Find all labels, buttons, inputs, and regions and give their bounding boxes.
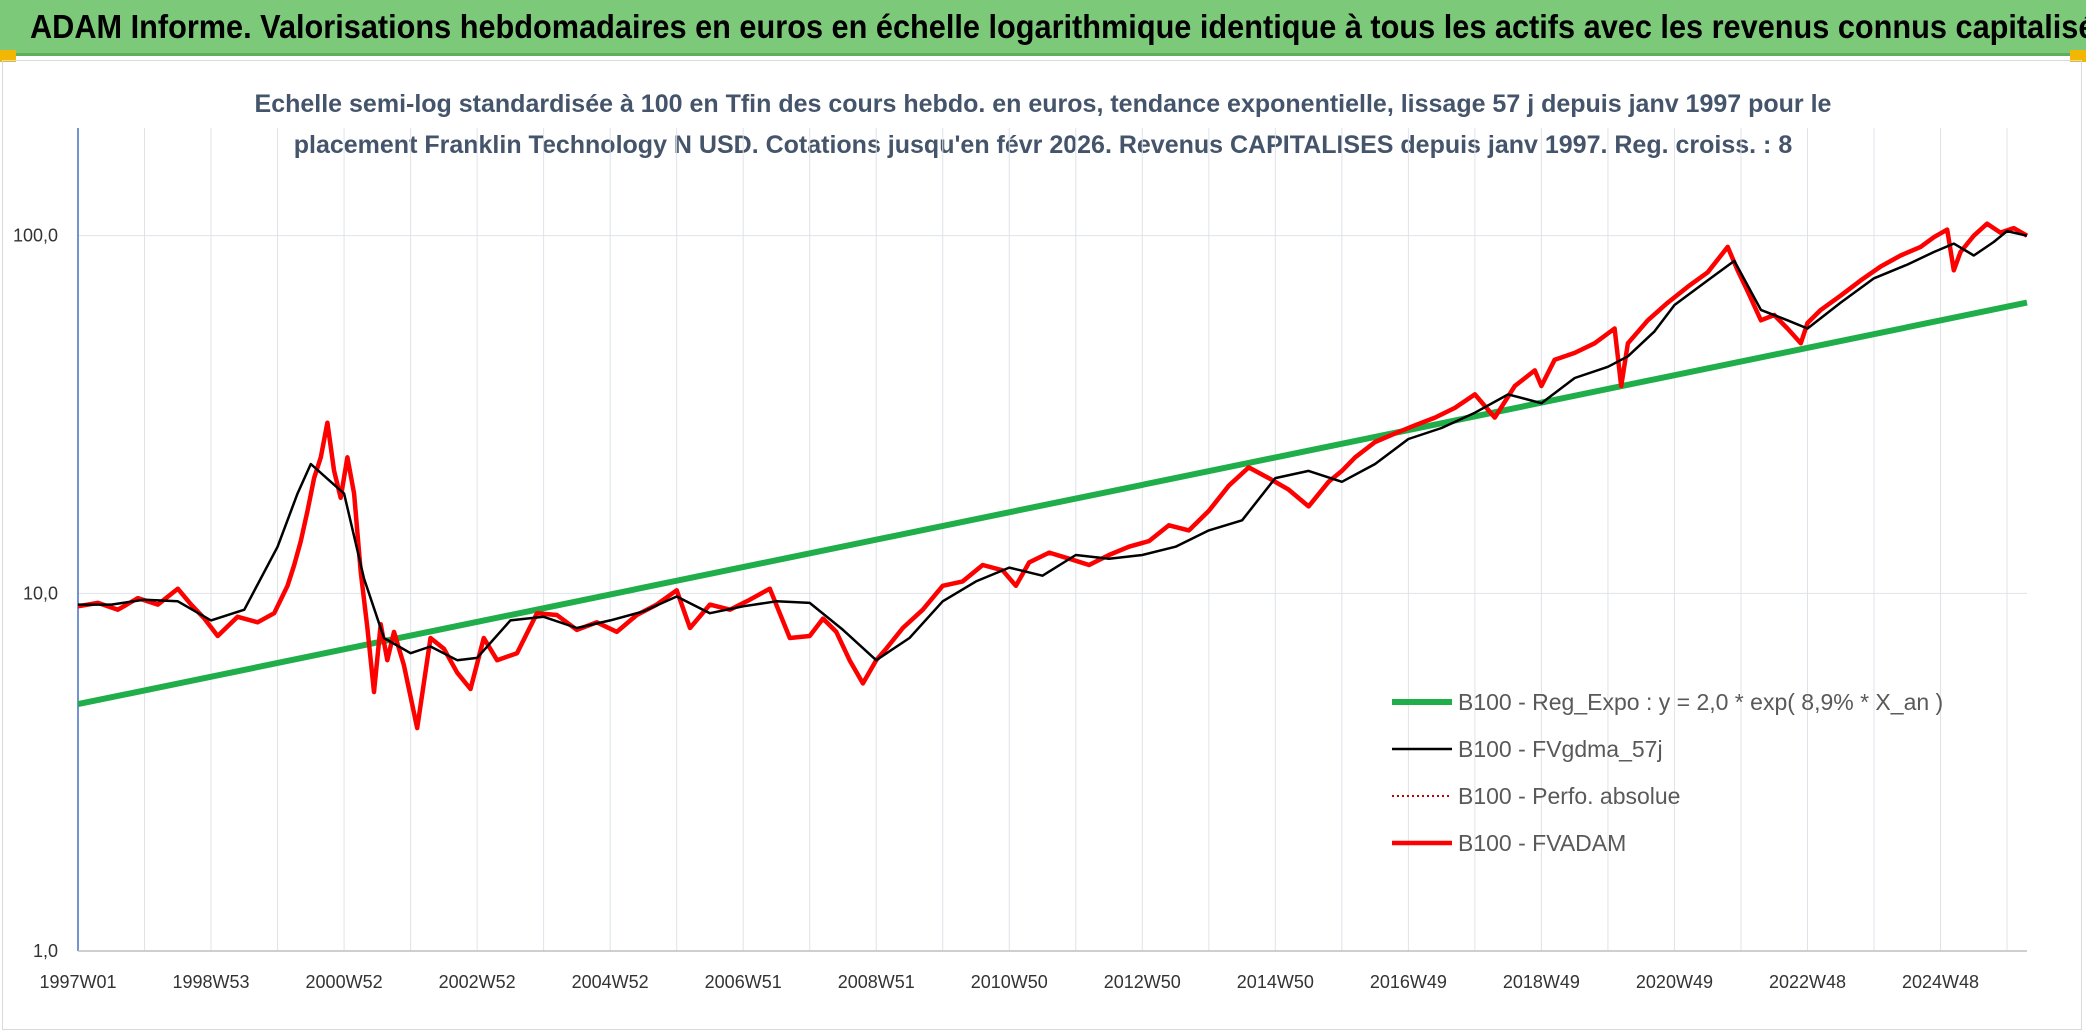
legend-label: B100 - Reg_Expo : y = 2,0 * exp( 8,9% * … <box>1458 689 1943 715</box>
legend-label: B100 - Perfo. absolue <box>1458 783 1680 809</box>
series-fvgdma-line <box>78 229 2028 662</box>
series-fvadam-line <box>77 221 2029 731</box>
corner-marker-right <box>2070 50 2086 62</box>
x-tick-label: 1997W01 <box>39 972 116 992</box>
legend: B100 - Reg_Expo : y = 2,0 * exp( 8,9% * … <box>1392 689 1943 856</box>
x-tick-label: 2010W50 <box>971 972 1048 992</box>
x-tick-label: 1998W53 <box>173 972 250 992</box>
chart-title-line1: Echelle semi-log standardisée à 100 en T… <box>255 90 1832 118</box>
series-layer <box>77 221 2029 731</box>
x-tick-label: 2008W51 <box>838 972 915 992</box>
legend-label: B100 - FVADAM <box>1458 830 1626 856</box>
x-tick-label: 2022W48 <box>1769 972 1846 992</box>
header-bar: ADAM Informe. Valorisations hebdomadaire… <box>0 0 2086 56</box>
corner-marker-left <box>0 50 16 62</box>
x-tick-label: 2024W48 <box>1902 972 1979 992</box>
x-tick-label: 2006W51 <box>705 972 782 992</box>
x-tick-label: 2018W49 <box>1503 972 1580 992</box>
x-tick-label: 2002W52 <box>439 972 516 992</box>
x-tick-label: 2014W50 <box>1237 972 1314 992</box>
y-tick-label: 1,0 <box>33 941 58 961</box>
chart-title-line2: placement Franklin Technology N USD. Cot… <box>294 131 1793 159</box>
chart-frame <box>2 60 2082 1030</box>
x-tick-label: 2016W49 <box>1370 972 1447 992</box>
grid-lines <box>77 128 2027 951</box>
page-title: ADAM Informe. Valorisations hebdomadaire… <box>30 8 2086 45</box>
x-tick-label: 2012W50 <box>1104 972 1181 992</box>
x-tick-label: 2004W52 <box>572 972 649 992</box>
legend-label: B100 - FVgdma_57j <box>1458 736 1663 762</box>
y-tick-label: 100,0 <box>13 226 58 246</box>
y-tick-label: 10,0 <box>23 583 58 603</box>
series-regression-line <box>77 299 2028 708</box>
axes: 1,0 10,0 100,0 1997W01 1998W53 2000W52 2002W52… <box>13 128 2027 992</box>
x-tick-label: 2000W52 <box>306 972 383 992</box>
x-tick-label: 2020W49 <box>1636 972 1713 992</box>
